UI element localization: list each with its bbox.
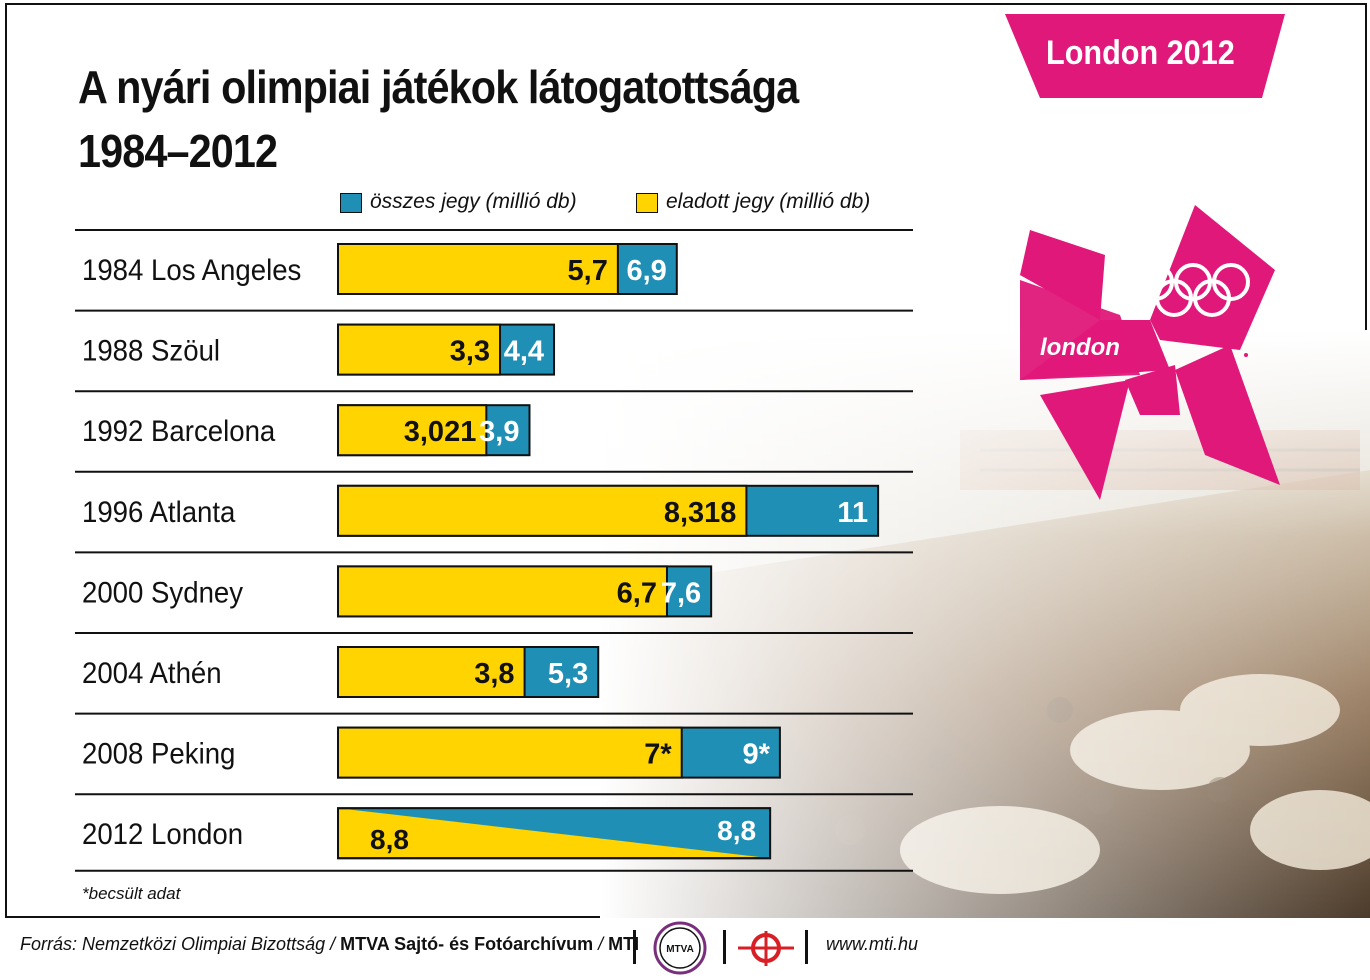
bar-sold bbox=[337, 565, 668, 618]
chart-subtitle: 1984–2012 bbox=[78, 125, 278, 177]
data-label-total: 5,3 bbox=[548, 658, 588, 690]
bar-sold bbox=[337, 484, 748, 537]
bar-total bbox=[338, 808, 771, 859]
chart-title: A nyári olimpiai játékok látogatottsága bbox=[78, 61, 799, 113]
footer-divider bbox=[805, 930, 808, 964]
category-label: 2008 Peking bbox=[82, 738, 235, 771]
legend-label-sold: eladott jegy (millió db) bbox=[666, 190, 871, 213]
category-label: 2000 Sydney bbox=[82, 576, 244, 609]
london-2012-logo: london bbox=[1020, 205, 1280, 500]
bar-sold bbox=[337, 646, 526, 698]
data-label-total: 8,8 bbox=[717, 815, 756, 846]
category-label: 2012 London bbox=[82, 818, 243, 851]
data-label-sold: 5,7 bbox=[568, 255, 608, 287]
mtva-badge-text: MTVA bbox=[666, 944, 694, 955]
mti-logo-icon bbox=[738, 931, 794, 966]
data-label-sold: 8,318 bbox=[664, 497, 737, 529]
data-label-total: 9* bbox=[742, 739, 770, 771]
logo-text: london bbox=[1040, 334, 1120, 361]
bar-sold bbox=[337, 726, 683, 779]
data-label-sold: 8,8 bbox=[370, 824, 409, 855]
data-label-total: 4,4 bbox=[504, 336, 544, 368]
banner-label: London 2012 bbox=[1046, 34, 1235, 72]
category-label: 2004 Athén bbox=[82, 657, 222, 690]
category-label: 1988 Szöul bbox=[82, 335, 220, 368]
data-label-total: 3,9 bbox=[479, 416, 519, 448]
source-archive: MTVA Sajtó- és Fotóarchívum bbox=[340, 934, 594, 954]
data-label-total: 11 bbox=[837, 497, 868, 529]
data-label-sold: 3,021 bbox=[404, 416, 477, 448]
category-label: 1984 Los Angeles bbox=[82, 254, 301, 287]
footer-url: www.mti.hu bbox=[826, 934, 919, 954]
category-label: 1992 Barcelona bbox=[82, 415, 276, 448]
source-line: Forrás: Nemzetközi Olimpiai Bizottság / … bbox=[20, 934, 639, 955]
legend-swatch-total bbox=[340, 193, 362, 213]
data-label-sold: 6,7 bbox=[617, 577, 657, 609]
source-prefix: Forrás: Nemzetközi Olimpiai Bizottság / bbox=[20, 934, 341, 954]
data-label-sold: 3,8 bbox=[474, 658, 514, 690]
category-label: 1996 Atlanta bbox=[82, 496, 236, 529]
bar-sold bbox=[337, 323, 502, 376]
mtva-badge-icon: MTVA bbox=[653, 921, 707, 975]
footer-divider bbox=[723, 930, 726, 964]
data-label-sold: 3,3 bbox=[450, 336, 490, 368]
data-label-total: 6,9 bbox=[626, 255, 666, 287]
legend-label-total: összes jegy (millió db) bbox=[370, 190, 577, 213]
data-label-total: 7,6 bbox=[661, 577, 701, 609]
footnote: *becsült adat bbox=[82, 884, 181, 903]
bar-sold bbox=[337, 404, 488, 457]
bar-sold bbox=[337, 243, 619, 295]
source-mti: MTI bbox=[608, 934, 640, 954]
bar-outline bbox=[337, 807, 772, 860]
source-separator: / bbox=[593, 934, 609, 954]
data-label-sold: 7* bbox=[644, 739, 672, 771]
footer-divider bbox=[633, 930, 636, 964]
legend-swatch-sold bbox=[636, 193, 658, 213]
